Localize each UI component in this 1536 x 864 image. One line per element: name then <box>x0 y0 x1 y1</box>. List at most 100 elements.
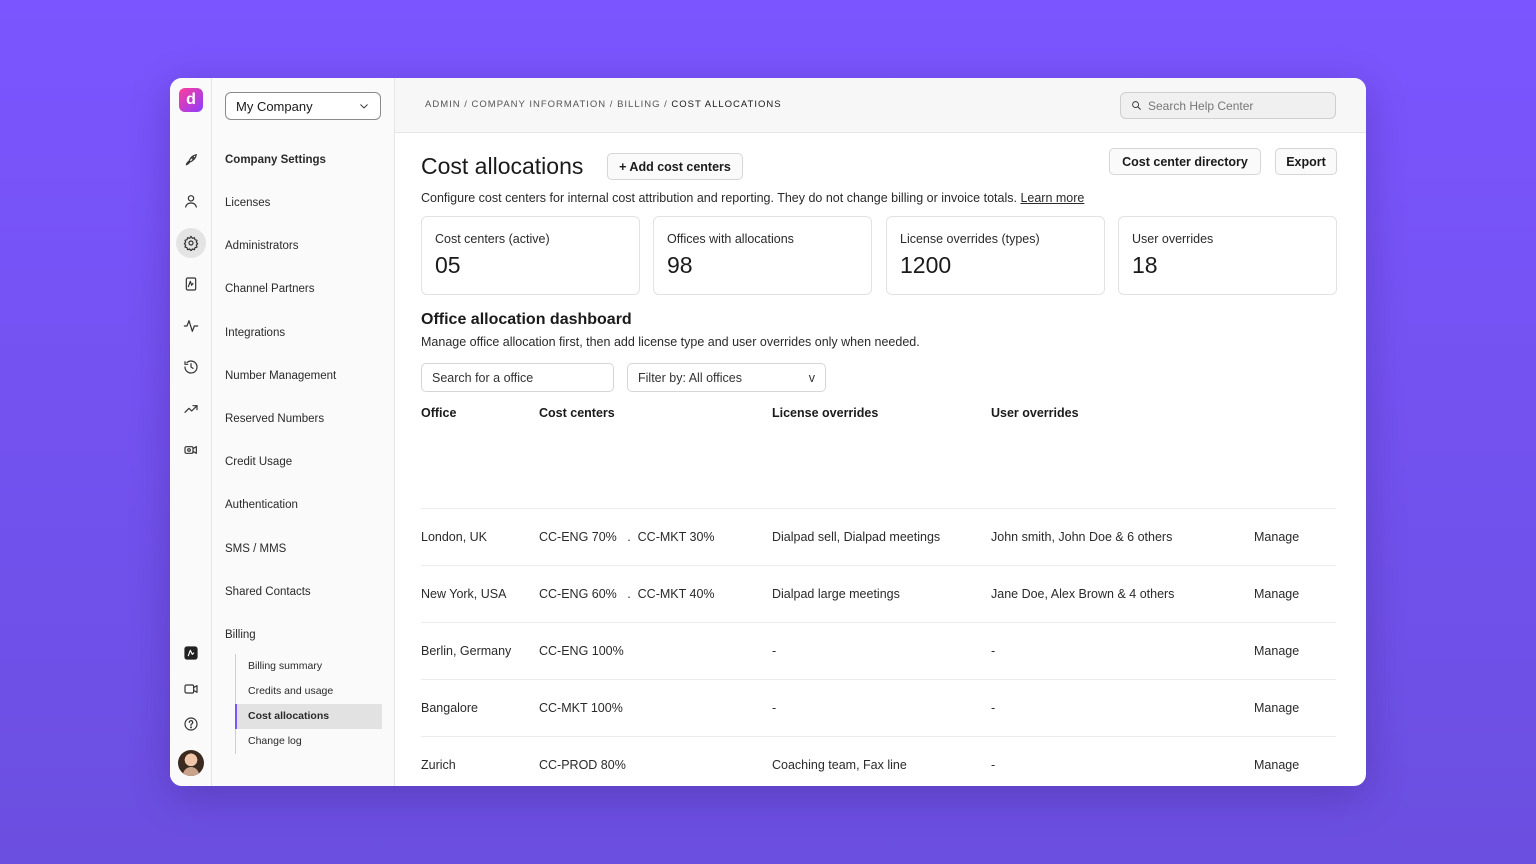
sidebar-item-authentication[interactable]: Authentication <box>225 499 298 511</box>
chevron-down-icon <box>360 104 368 109</box>
search-icon <box>1132 101 1141 110</box>
description-text: Configure cost centers for internal cost… <box>421 191 1017 205</box>
page-title: Cost allocations <box>421 153 584 179</box>
sidebar-item-number-management[interactable]: Number Management <box>225 370 337 382</box>
cost-center-chip: CC-ENG 60% <box>539 587 617 601</box>
top-bar: ADMIN / COMPANY INFORMATION / BILLING / … <box>395 78 1366 133</box>
table-row: London, UK CC-ENG 70% . CC-MKT 30% Dialp… <box>421 508 1336 565</box>
video-icon[interactable] <box>176 674 206 704</box>
license-overrides-cell: - <box>772 701 777 715</box>
chevron-down-icon: v <box>808 370 815 385</box>
column-header-cost-centers: Cost centers <box>539 406 615 420</box>
license-overrides-cell: - <box>772 644 777 658</box>
stat-label: License overrides (types) <box>900 232 1040 246</box>
sidebar-item-channel-partners[interactable]: Channel Partners <box>225 283 315 295</box>
user-overrides-cell: Jane Doe, Alex Brown & 4 others <box>991 587 1175 601</box>
user-overrides-cell: John smith, John Doe & 6 others <box>991 530 1173 544</box>
page-description: Configure cost centers for internal cost… <box>421 191 1084 205</box>
stat-card-license-overrides: License overrides (types) 1200 <box>886 216 1105 295</box>
settings-sidebar: My Company Company Settings Licenses Adm… <box>212 78 395 786</box>
cost-center-chip: CC-ENG 70% <box>539 530 617 544</box>
user-overrides-cell: - <box>991 758 996 772</box>
sidebar-item-licenses[interactable]: Licenses <box>225 197 271 209</box>
cost-center-chip: CC-MKT 40% <box>637 587 715 601</box>
company-select-label: My Company <box>236 98 313 114</box>
sidebar-item-shared-contacts[interactable]: Shared Contacts <box>225 586 311 598</box>
license-overrides-cell: Dialpad sell, Dialpad meetings <box>772 530 941 544</box>
dialpad-logo[interactable]: d <box>179 88 203 112</box>
stat-value: 1200 <box>900 252 952 278</box>
stat-value: 18 <box>1132 252 1158 278</box>
rocket-icon[interactable] <box>176 145 206 175</box>
stat-value: 05 <box>435 252 461 278</box>
sidebar-item-credit-usage[interactable]: Credit Usage <box>225 456 293 468</box>
manage-link[interactable]: Manage <box>1254 701 1300 715</box>
history-icon[interactable] <box>176 352 206 382</box>
license-overrides-cell: Coaching team, Fax line <box>772 758 907 772</box>
ai-assistant-icon[interactable] <box>176 638 206 668</box>
stat-card-offices: Offices with allocations 98 <box>653 216 872 295</box>
sidebar-item-sms-mms[interactable]: SMS / MMS <box>225 543 287 555</box>
office-search-placeholder: Search for a office <box>432 370 534 385</box>
breadcrumb-company-information[interactable]: COMPANY INFORMATION <box>471 99 607 110</box>
cost-center-cell: CC-ENG 70% . CC-MKT 30% <box>539 530 715 544</box>
icon-rail: d <box>170 78 212 786</box>
breadcrumb-cost-allocations: COST ALLOCATIONS <box>671 99 782 110</box>
sidebar-item-billing[interactable]: Billing <box>225 629 256 641</box>
breadcrumb-billing[interactable]: BILLING <box>617 99 661 110</box>
cost-center-cell: CC-PROD 80% <box>539 758 626 772</box>
cost-center-directory-button[interactable]: Cost center directory <box>1109 148 1261 175</box>
video-device-icon[interactable] <box>176 435 206 465</box>
help-icon[interactable] <box>176 709 206 739</box>
manage-link[interactable]: Manage <box>1254 530 1300 544</box>
company-select[interactable]: My Company <box>225 92 381 120</box>
export-button[interactable]: Export <box>1275 148 1337 175</box>
office-cell: Berlin, Germany <box>421 644 512 658</box>
table-row: Berlin, Germany CC-ENG 100% - - Manage <box>421 622 1336 679</box>
user-avatar[interactable] <box>178 750 204 776</box>
office-filter-select[interactable]: Filter by: All offices v <box>627 363 826 392</box>
cost-center-cell: CC-ENG 60% . CC-MKT 40% <box>539 587 715 601</box>
stat-card-cost-centers: Cost centers (active) 05 <box>421 216 640 295</box>
sidebar-item-integrations[interactable]: Integrations <box>225 327 286 339</box>
add-cost-centers-button[interactable]: + Add cost centers <box>607 153 743 180</box>
breadcrumb-admin[interactable]: ADMIN <box>425 99 461 110</box>
sidebar-item-reserved-numbers[interactable]: Reserved Numbers <box>225 413 325 425</box>
user-overrides-cell: - <box>991 701 996 715</box>
column-header-license-overrides: License overrides <box>772 406 879 420</box>
trending-icon[interactable] <box>176 394 206 424</box>
ai-document-icon[interactable] <box>176 269 206 299</box>
subnav-cost-allocations[interactable]: Cost allocations <box>235 704 382 729</box>
cost-center-cell: CC-ENG 100% <box>539 644 624 658</box>
gear-icon[interactable] <box>176 228 206 258</box>
table-row: Bangalore CC-MKT 100% - - Manage <box>421 679 1336 736</box>
manage-link[interactable]: Manage <box>1254 587 1300 601</box>
activity-icon[interactable] <box>176 311 206 341</box>
help-search-input[interactable]: Search Help Center <box>1120 92 1336 119</box>
office-cell: New York, USA <box>421 587 507 601</box>
subnav-change-log[interactable]: Change log <box>248 735 302 747</box>
help-search-placeholder: Search Help Center <box>1148 98 1254 113</box>
office-cell: London, UK <box>421 530 488 544</box>
filter-label: Filter by: All offices <box>638 370 742 385</box>
manage-link[interactable]: Manage <box>1254 758 1300 772</box>
subnav-billing-summary[interactable]: Billing summary <box>248 660 323 672</box>
stat-label: Cost centers (active) <box>435 232 550 246</box>
sidebar-item-company-settings[interactable]: Company Settings <box>225 154 326 166</box>
main-content: Cost allocations + Add cost centers Cost… <box>395 133 1366 786</box>
stat-label: Offices with allocations <box>667 232 794 246</box>
manage-link[interactable]: Manage <box>1254 644 1300 658</box>
column-header-user-overrides: User overrides <box>991 406 1079 420</box>
section-subtitle: Manage office allocation first, then add… <box>421 335 920 349</box>
learn-more-link[interactable]: Learn more <box>1020 191 1085 205</box>
table-row: Zurich CC-PROD 80% Coaching team, Fax li… <box>421 736 1336 786</box>
table-row: New York, USA CC-ENG 60% . CC-MKT 40% Di… <box>421 565 1336 622</box>
sidebar-item-administrators[interactable]: Administrators <box>225 240 299 252</box>
user-overrides-cell: - <box>991 644 996 658</box>
office-search-input[interactable]: Search for a office <box>421 363 614 392</box>
stat-card-user-overrides: User overrides 18 <box>1118 216 1337 295</box>
user-icon[interactable] <box>176 186 206 216</box>
subnav-credits-and-usage[interactable]: Credits and usage <box>248 685 334 697</box>
stat-label: User overrides <box>1132 232 1214 246</box>
cost-center-cell: CC-MKT 100% <box>539 701 623 715</box>
